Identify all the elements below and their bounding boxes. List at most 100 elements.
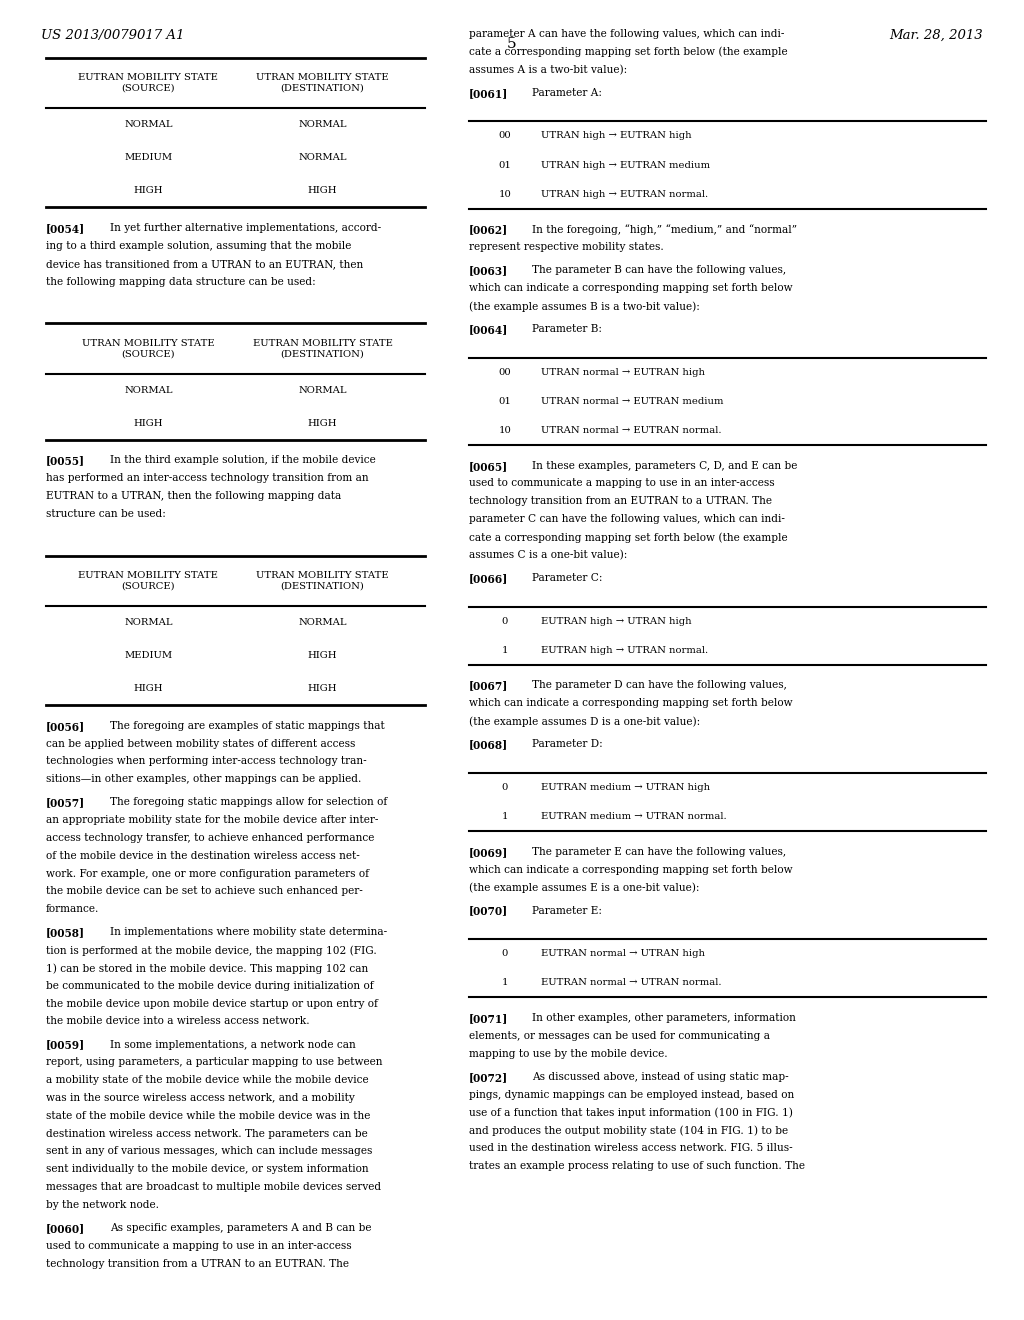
- Text: messages that are broadcast to multiple mobile devices served: messages that are broadcast to multiple …: [46, 1183, 381, 1192]
- Text: NORMAL: NORMAL: [298, 120, 347, 129]
- Text: [0062]: [0062]: [469, 224, 508, 235]
- Text: was in the source wireless access network, and a mobility: was in the source wireless access networ…: [46, 1093, 355, 1104]
- Text: formance.: formance.: [46, 904, 99, 915]
- Text: structure can be used:: structure can be used:: [46, 508, 166, 519]
- Text: UTRAN high → EUTRAN medium: UTRAN high → EUTRAN medium: [541, 161, 710, 169]
- Text: be communicated to the mobile device during initialization of: be communicated to the mobile device dur…: [46, 981, 374, 991]
- Text: HIGH: HIGH: [133, 418, 163, 428]
- Text: pings, dynamic mappings can be employed instead, based on: pings, dynamic mappings can be employed …: [469, 1089, 795, 1100]
- Text: elements, or messages can be used for communicating a: elements, or messages can be used for co…: [469, 1031, 770, 1041]
- Text: The parameter D can have the following values,: The parameter D can have the following v…: [532, 680, 787, 690]
- Text: [0072]: [0072]: [469, 1072, 508, 1082]
- Text: HIGH: HIGH: [308, 186, 338, 195]
- Text: 0: 0: [502, 949, 508, 958]
- Text: Parameter D:: Parameter D:: [532, 739, 603, 750]
- Text: [0060]: [0060]: [46, 1222, 85, 1234]
- Text: [0054]: [0054]: [46, 223, 85, 234]
- Text: [0066]: [0066]: [469, 573, 508, 583]
- Text: 01: 01: [499, 161, 511, 169]
- Text: tion is performed at the mobile device, the mapping 102 (FIG.: tion is performed at the mobile device, …: [46, 945, 377, 956]
- Text: 0: 0: [502, 616, 508, 626]
- Text: UTRAN high → EUTRAN high: UTRAN high → EUTRAN high: [541, 132, 691, 140]
- Text: 1: 1: [502, 645, 508, 655]
- Text: [0063]: [0063]: [469, 265, 508, 276]
- Text: HIGH: HIGH: [308, 651, 338, 660]
- Text: EUTRAN high → UTRAN high: EUTRAN high → UTRAN high: [541, 616, 691, 626]
- Text: use of a function that takes input information (100 in FIG. 1): use of a function that takes input infor…: [469, 1107, 793, 1118]
- Text: EUTRAN to a UTRAN, then the following mapping data: EUTRAN to a UTRAN, then the following ma…: [46, 491, 341, 502]
- Text: mapping to use by the mobile device.: mapping to use by the mobile device.: [469, 1048, 668, 1059]
- Text: EUTRAN medium → UTRAN high: EUTRAN medium → UTRAN high: [541, 783, 710, 792]
- Text: EUTRAN MOBILITY STATE
(SOURCE): EUTRAN MOBILITY STATE (SOURCE): [79, 572, 218, 590]
- Text: [0056]: [0056]: [46, 721, 85, 731]
- Text: the mobile device can be set to achieve such enhanced per-: the mobile device can be set to achieve …: [46, 887, 362, 896]
- Text: Parameter E:: Parameter E:: [532, 906, 602, 916]
- Text: 00: 00: [499, 368, 511, 376]
- Text: The foregoing static mappings allow for selection of: The foregoing static mappings allow for …: [110, 797, 387, 808]
- Text: EUTRAN normal → UTRAN normal.: EUTRAN normal → UTRAN normal.: [541, 978, 721, 987]
- Text: EUTRAN high → UTRAN normal.: EUTRAN high → UTRAN normal.: [541, 645, 708, 655]
- Text: [0070]: [0070]: [469, 906, 508, 916]
- Text: 1: 1: [502, 812, 508, 821]
- Text: In the third example solution, if the mobile device: In the third example solution, if the mo…: [110, 455, 376, 466]
- Text: can be applied between mobility states of different access: can be applied between mobility states o…: [46, 739, 355, 748]
- Text: 1) can be stored in the mobile device. This mapping 102 can: 1) can be stored in the mobile device. T…: [46, 962, 369, 974]
- Text: assumes C is a one-bit value):: assumes C is a one-bit value):: [469, 549, 628, 560]
- Text: [0057]: [0057]: [46, 797, 85, 808]
- Text: [0067]: [0067]: [469, 680, 508, 692]
- Text: report, using parameters, a particular mapping to use between: report, using parameters, a particular m…: [46, 1057, 383, 1068]
- Text: HIGH: HIGH: [133, 684, 163, 693]
- Text: 10: 10: [499, 426, 511, 434]
- Text: trates an example process relating to use of such function. The: trates an example process relating to us…: [469, 1160, 805, 1171]
- Text: used in the destination wireless access network. FIG. 5 illus-: used in the destination wireless access …: [469, 1143, 793, 1154]
- Text: the mobile device upon mobile device startup or upon entry of: the mobile device upon mobile device sta…: [46, 998, 378, 1008]
- Text: [0065]: [0065]: [469, 461, 508, 471]
- Text: [0061]: [0061]: [469, 87, 508, 99]
- Text: 01: 01: [499, 397, 511, 405]
- Text: ing to a third example solution, assuming that the mobile: ing to a third example solution, assumin…: [46, 242, 351, 251]
- Text: parameter A can have the following values, which can indi-: parameter A can have the following value…: [469, 29, 784, 40]
- Text: NORMAL: NORMAL: [124, 385, 173, 395]
- Text: the mobile device into a wireless access network.: the mobile device into a wireless access…: [46, 1016, 309, 1027]
- Text: used to communicate a mapping to use in an inter-access: used to communicate a mapping to use in …: [469, 478, 774, 488]
- Text: [0071]: [0071]: [469, 1012, 508, 1024]
- Text: In the foregoing, “high,” “medium,” and “normal”: In the foregoing, “high,” “medium,” and …: [532, 224, 798, 235]
- Text: the following mapping data structure can be used:: the following mapping data structure can…: [46, 277, 315, 286]
- Text: technologies when performing inter-access technology tran-: technologies when performing inter-acces…: [46, 756, 367, 767]
- Text: EUTRAN normal → UTRAN high: EUTRAN normal → UTRAN high: [541, 949, 705, 958]
- Text: which can indicate a corresponding mapping set forth below: which can indicate a corresponding mappi…: [469, 865, 793, 875]
- Text: In some implementations, a network node can: In some implementations, a network node …: [110, 1039, 355, 1049]
- Text: which can indicate a corresponding mapping set forth below: which can indicate a corresponding mappi…: [469, 282, 793, 293]
- Text: of the mobile device in the destination wireless access net-: of the mobile device in the destination …: [46, 850, 359, 861]
- Text: [0055]: [0055]: [46, 455, 85, 466]
- Text: NORMAL: NORMAL: [124, 120, 173, 129]
- Text: EUTRAN MOBILITY STATE
(DESTINATION): EUTRAN MOBILITY STATE (DESTINATION): [253, 339, 392, 358]
- Text: NORMAL: NORMAL: [124, 618, 173, 627]
- Text: 0: 0: [502, 783, 508, 792]
- Text: by the network node.: by the network node.: [46, 1200, 159, 1210]
- Text: represent respective mobility states.: represent respective mobility states.: [469, 242, 664, 252]
- Text: state of the mobile device while the mobile device was in the: state of the mobile device while the mob…: [46, 1110, 371, 1121]
- Text: [0058]: [0058]: [46, 927, 85, 939]
- Text: MEDIUM: MEDIUM: [124, 651, 172, 660]
- Text: which can indicate a corresponding mapping set forth below: which can indicate a corresponding mappi…: [469, 698, 793, 709]
- Text: sent individually to the mobile device, or system information: sent individually to the mobile device, …: [46, 1164, 369, 1175]
- Text: cate a corresponding mapping set forth below (the example: cate a corresponding mapping set forth b…: [469, 46, 787, 58]
- Text: As specific examples, parameters A and B can be: As specific examples, parameters A and B…: [110, 1222, 371, 1233]
- Text: In these examples, parameters C, D, and E can be: In these examples, parameters C, D, and …: [532, 461, 798, 471]
- Text: cate a corresponding mapping set forth below (the example: cate a corresponding mapping set forth b…: [469, 532, 787, 543]
- Text: a mobility state of the mobile device while the mobile device: a mobility state of the mobile device wh…: [46, 1074, 369, 1085]
- Text: (the example assumes B is a two-bit value):: (the example assumes B is a two-bit valu…: [469, 301, 699, 312]
- Text: [0069]: [0069]: [469, 846, 508, 858]
- Text: Parameter C:: Parameter C:: [532, 573, 603, 583]
- Text: 1: 1: [502, 978, 508, 987]
- Text: UTRAN MOBILITY STATE
(DESTINATION): UTRAN MOBILITY STATE (DESTINATION): [256, 572, 389, 590]
- Text: 10: 10: [499, 190, 511, 198]
- Text: EUTRAN MOBILITY STATE
(SOURCE): EUTRAN MOBILITY STATE (SOURCE): [79, 74, 218, 92]
- Text: technology transition from an EUTRAN to a UTRAN. The: technology transition from an EUTRAN to …: [469, 496, 772, 507]
- Text: In implementations where mobility state determina-: In implementations where mobility state …: [110, 927, 387, 937]
- Text: US 2013/0079017 A1: US 2013/0079017 A1: [41, 29, 184, 42]
- Text: device has transitioned from a UTRAN to an EUTRAN, then: device has transitioned from a UTRAN to …: [46, 259, 364, 269]
- Text: NORMAL: NORMAL: [298, 153, 347, 162]
- Text: MEDIUM: MEDIUM: [124, 153, 172, 162]
